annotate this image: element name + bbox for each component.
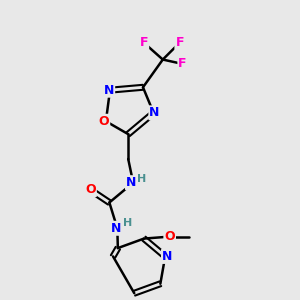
Text: O: O — [164, 230, 175, 243]
Text: N: N — [162, 250, 172, 263]
Text: N: N — [126, 176, 136, 189]
Text: N: N — [149, 106, 160, 119]
Text: H: H — [137, 174, 147, 184]
Text: N: N — [104, 84, 114, 97]
Text: F: F — [178, 57, 187, 70]
Text: F: F — [140, 36, 148, 49]
Text: O: O — [99, 115, 109, 128]
Text: H: H — [123, 218, 132, 228]
Text: N: N — [111, 222, 122, 235]
Text: O: O — [85, 183, 96, 196]
Text: F: F — [176, 36, 184, 49]
